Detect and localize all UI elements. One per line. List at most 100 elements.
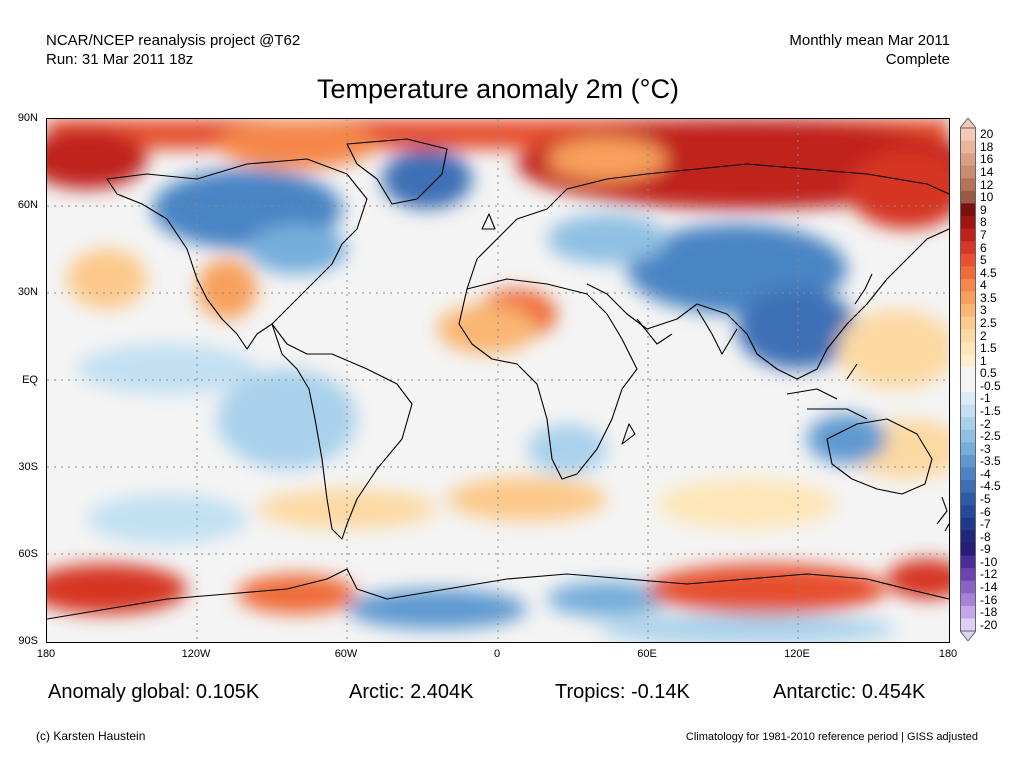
colorbar-swatch xyxy=(960,542,976,557)
colorbar-label: -14 xyxy=(980,580,998,594)
tropics-anomaly: Tropics: -0.14K xyxy=(555,681,690,703)
colorbar-swatch xyxy=(960,329,976,343)
colorbar-swatch xyxy=(960,341,976,355)
period-line: Monthly mean Mar 2011 xyxy=(789,32,950,49)
colorbar-swatch xyxy=(960,278,976,292)
colorbar-swatch xyxy=(960,392,976,406)
colorbar-swatch xyxy=(960,593,976,607)
colorbar-swatch xyxy=(960,316,976,330)
lat-label-60n: 60N xyxy=(17,199,38,211)
colorbar-swatch xyxy=(960,517,976,531)
colorbar-swatch xyxy=(960,366,976,380)
credit: (c) Karsten Haustein xyxy=(36,729,146,743)
colorbar-swatch xyxy=(960,429,976,443)
colorbar-swatch xyxy=(960,530,976,544)
colorbar-label: -3.5 xyxy=(980,454,1001,469)
colorbar-label: -2 xyxy=(980,416,991,431)
lon-label-180w: 180 xyxy=(36,648,56,660)
colorbar-label: 0.5 xyxy=(980,366,997,381)
colorbar-swatch xyxy=(960,216,976,230)
lat-label-eq: EQ xyxy=(22,374,38,386)
colorbar-label: 12 xyxy=(980,177,994,192)
colorbar-swatch xyxy=(960,128,976,142)
colorbar-swatch xyxy=(960,480,976,494)
colorbar-swatch xyxy=(960,492,976,506)
colorbar-label: 8 xyxy=(980,215,987,230)
colorbar-label: -8 xyxy=(980,529,991,544)
colorbar-swatch xyxy=(960,304,976,318)
colorbar-swatch xyxy=(960,618,976,632)
colorbar-frame xyxy=(960,127,976,632)
colorbar-swatch xyxy=(960,153,976,167)
lon-label-60w: 60W xyxy=(334,648,358,660)
colorbar-label: -18 xyxy=(980,605,998,620)
lon-label-120w: 120W xyxy=(181,648,211,660)
colorbar-swatch xyxy=(960,291,976,305)
colorbar-label: 16 xyxy=(980,152,994,167)
colorbar-swatch xyxy=(960,178,976,192)
status-line: Complete xyxy=(885,51,950,68)
graticule xyxy=(47,119,949,642)
lon-label-0: 0 xyxy=(493,648,501,660)
colorbar-swatch xyxy=(960,165,976,179)
coastlines xyxy=(47,138,949,620)
colorbar-swatch xyxy=(960,467,976,481)
colorbar-label: 18 xyxy=(980,139,994,154)
anomaly-field xyxy=(47,119,949,642)
colorbar-label: -4 xyxy=(980,466,991,481)
period-info: Monthly mean Mar 2011 Complete xyxy=(789,31,950,69)
colorbar-label: -10 xyxy=(980,554,998,569)
colorbar-swatch xyxy=(960,442,976,456)
map-title: Temperature anomaly 2m (°C) xyxy=(317,74,679,104)
colorbar-label: -4.5 xyxy=(980,479,1001,494)
colorbar-swatch xyxy=(960,454,976,469)
colorbar-label: -20 xyxy=(980,617,998,632)
colorbar-label: 9 xyxy=(980,202,987,217)
colorbar-swatch xyxy=(960,228,976,242)
colorbar-label: -7 xyxy=(980,517,991,532)
run-line: Run: 31 Mar 2011 18z xyxy=(46,51,194,68)
colorbar-label: 4.5 xyxy=(980,265,997,280)
colorbar-label: -12 xyxy=(980,567,998,582)
colorbar-swatch xyxy=(960,568,976,582)
colorbar-label: 6 xyxy=(980,240,987,255)
colorbar-swatch xyxy=(960,253,976,267)
colorbar-label: -9 xyxy=(980,542,991,557)
colorbar-swatch xyxy=(960,605,976,619)
colorbar-swatch xyxy=(960,580,976,594)
colorbar-label: -1.5 xyxy=(980,403,1001,418)
colorbar-min-arrow xyxy=(960,630,976,641)
lon-label-180e: 180 xyxy=(938,648,958,660)
colorbar-label: -0.5 xyxy=(980,378,1001,393)
lon-label-120e: 120E xyxy=(784,648,810,660)
global-anomaly: Anomaly global: 0.105K xyxy=(48,681,260,703)
colorbar-label: 4 xyxy=(980,278,987,293)
colorbar-swatch xyxy=(960,241,976,255)
colorbar-label: 2.5 xyxy=(980,315,997,330)
colorbar-swatch xyxy=(960,555,976,569)
colorbar-swatch xyxy=(960,404,976,418)
colorbar-label: 3 xyxy=(980,303,987,318)
anomaly-shading xyxy=(47,119,949,642)
lat-label-30n: 30N xyxy=(17,286,38,298)
antarctic-anomaly: Antarctic: 0.454K xyxy=(773,681,926,703)
colorbar-label: -16 xyxy=(980,592,998,607)
colorbar-label: 1.5 xyxy=(980,341,997,356)
colorbar-swatch xyxy=(960,266,976,280)
lat-label-90s: 90S xyxy=(18,635,38,647)
colorbar-label: 7 xyxy=(980,227,987,242)
colorbar-swatch xyxy=(960,140,976,154)
colorbar-label: -5 xyxy=(980,492,991,506)
colorbar-label: -1 xyxy=(980,391,991,406)
colorbar-max-arrow xyxy=(960,118,976,129)
colorbar-swatch xyxy=(960,203,976,217)
colorbar-swatch xyxy=(960,417,976,431)
colorbar-swatch xyxy=(960,379,976,393)
colorbar-label: 14 xyxy=(980,165,994,179)
colorbar-swatch xyxy=(960,190,976,204)
colorbar-swatch xyxy=(960,505,976,519)
lat-label-60s: 60S xyxy=(18,548,38,560)
arctic-anomaly: Arctic: 2.404K xyxy=(349,681,474,703)
climatology-note: Climatology for 1981-2010 reference peri… xyxy=(685,731,978,743)
lat-label-30s: 30S xyxy=(18,461,38,473)
